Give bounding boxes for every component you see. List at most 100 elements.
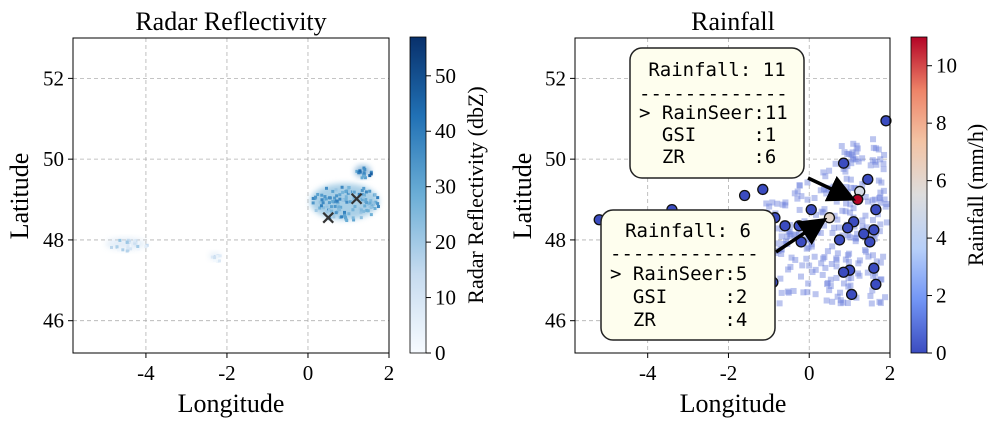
annotation-box-top: Rainfall: 11 ------------- > RainSeer:11… <box>629 47 805 179</box>
rainfall-grid-cell <box>818 260 825 267</box>
echo-pixel <box>126 244 130 248</box>
rainfall-grid-cell <box>778 250 785 257</box>
rainfall-grid-cell <box>812 266 819 273</box>
rainfall-grid-cell <box>846 250 853 257</box>
rainfall-grid-cell <box>833 198 840 205</box>
echo-pixel <box>109 245 113 249</box>
rainfall-grid-cell <box>786 227 793 234</box>
rainfall-grid-cell <box>787 231 794 238</box>
annotation-top-row-zr: ZR :6 <box>639 146 776 168</box>
annotation-top-row-rainseer: > RainSeer:11 <box>639 102 788 124</box>
radar-colorbar-ticks: 0 10 20 30 40 50 <box>426 64 456 365</box>
echo-pixel <box>344 190 348 194</box>
rainfall-grid-cell <box>839 207 846 214</box>
echo-pixel <box>363 167 367 171</box>
rainfall-grid-cell <box>808 236 815 243</box>
rainfall-grid-cell <box>782 199 789 206</box>
radar-colorbar-label: Radar Reflectivity (dbZ) <box>463 86 488 303</box>
rainfall-grid-cell <box>774 200 781 207</box>
rainfall-grid-cell <box>863 224 870 231</box>
y-tick-label: 48 <box>545 228 566 252</box>
rainfall-grid-cell <box>862 212 869 219</box>
y-tick-label: 52 <box>43 66 64 90</box>
rainfall-grid-cell <box>819 271 826 278</box>
rainfall-grid-cell <box>869 197 876 204</box>
echo-pixel <box>338 208 342 212</box>
rainfall-plot-frame <box>574 37 891 354</box>
echo-pixel <box>353 205 357 209</box>
gauge-point <box>841 222 854 234</box>
echo-pixel <box>329 205 333 209</box>
echo-pixel <box>321 201 325 205</box>
echo-pixel <box>318 200 322 204</box>
y-tick-label: 46 <box>43 309 64 333</box>
rainfall-grid-cell <box>803 255 810 262</box>
echo-pixel <box>359 216 363 220</box>
rainfall-grid-cell <box>877 189 884 196</box>
rainfall-grid-cell <box>796 182 803 189</box>
rainfall-x-axis-ticks: -4 -2 0 2 <box>639 353 895 385</box>
echo-pixel <box>340 215 344 219</box>
rainfall-grid-cell <box>883 219 890 226</box>
radar-x-marker <box>350 192 363 205</box>
rainfall-grid-cell <box>859 181 866 188</box>
annotation-box-bottom-frame <box>600 209 776 341</box>
rainfall-grid-cell <box>790 287 797 294</box>
radar-x-marker <box>322 211 335 224</box>
echo-pixel <box>110 240 114 244</box>
colorbar-tick-label: 0 <box>936 341 947 365</box>
colorbar-tick-label: 4 <box>936 226 947 250</box>
rainfall-grid-cell <box>831 224 838 231</box>
gauge-point <box>837 157 850 169</box>
echo-pixel <box>347 186 351 190</box>
rainfall-grid-cell <box>829 298 836 305</box>
rainfall-grid-cell <box>844 252 851 259</box>
echo-pixel <box>368 189 372 193</box>
echo-pixel <box>376 202 380 206</box>
rainfall-grid-cell <box>854 270 861 277</box>
rainfall-grid-cell <box>869 287 876 294</box>
x-tick-label: 0 <box>804 361 815 385</box>
rainfall-grid-cell <box>859 155 866 162</box>
rainfall-grid-cell <box>850 205 857 212</box>
rainfall-grid-cell <box>853 142 860 149</box>
rainfall-grid-cell <box>788 254 795 261</box>
rainfall-grid-cell <box>854 230 861 237</box>
echo-pixel <box>341 190 345 194</box>
rainfall-grid-cell <box>784 233 791 240</box>
rainfall-grid-cell <box>826 287 833 294</box>
rainfall-colorbar-ticks: 0 2 4 6 8 10 <box>927 54 957 365</box>
colorbar-tick-label: 30 <box>435 175 456 199</box>
rainfall-grid-cell <box>805 280 812 287</box>
echo-pixel <box>325 210 329 214</box>
echo-pixel <box>323 195 327 199</box>
rainfall-grid-cell <box>883 201 890 208</box>
echo-pixel <box>363 204 367 208</box>
echo-pixel <box>133 241 137 245</box>
radar-y-axis-ticks: 46 48 50 52 <box>43 66 73 333</box>
echo-pixel <box>363 176 367 180</box>
rainfall-grid-cell <box>818 208 825 215</box>
echo-pixel <box>338 197 342 201</box>
rainfall-grid-cell <box>872 158 879 165</box>
echo-pixel <box>324 186 328 190</box>
rainfall-grid-cell <box>848 275 855 282</box>
rainfall-grid-cell <box>820 169 827 176</box>
rainfall-grid-cell <box>797 273 804 280</box>
rainfall-grid-cell <box>873 258 880 265</box>
rainfall-grid-cell <box>878 179 885 186</box>
rainfall-grid-cell <box>859 223 866 230</box>
rainfall-grid-cell <box>847 209 854 216</box>
rainfall-grid-cell <box>787 263 794 270</box>
echo-pixel <box>360 176 364 180</box>
echo-pixel <box>134 243 138 247</box>
rainfall-grid-cell <box>779 201 786 208</box>
gauge-point <box>738 189 751 202</box>
rainfall-grid-cell <box>798 193 805 200</box>
echo-pixel <box>115 245 119 249</box>
colorbar-tick-label: 10 <box>936 54 957 78</box>
echo-pixel <box>347 212 351 216</box>
rainfall-grid-cell <box>787 232 794 239</box>
colorbar-tick-label: 6 <box>936 169 947 193</box>
rainfall-grid-cell <box>862 193 869 200</box>
